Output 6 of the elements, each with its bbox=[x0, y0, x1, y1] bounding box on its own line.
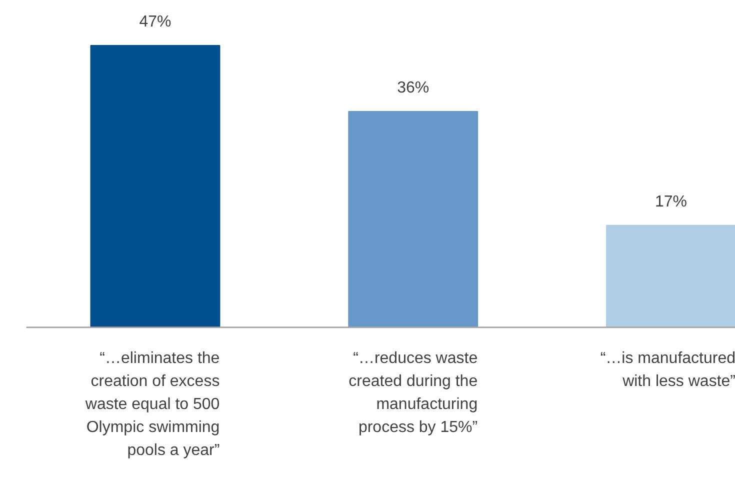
data-label: 36% bbox=[397, 79, 430, 96]
x-tick-label: “…eliminates the creation of excess waste equal to 500 Olympic swimming pools a year” bbox=[84, 350, 220, 459]
x-tick-label: “…is manufactured with less waste” bbox=[600, 350, 735, 390]
x-tick-label: “…reduces waste created during the manufacturing process by 15%” bbox=[348, 350, 478, 436]
data-label: 47% bbox=[139, 13, 172, 30]
data-label: 17% bbox=[655, 193, 688, 210]
